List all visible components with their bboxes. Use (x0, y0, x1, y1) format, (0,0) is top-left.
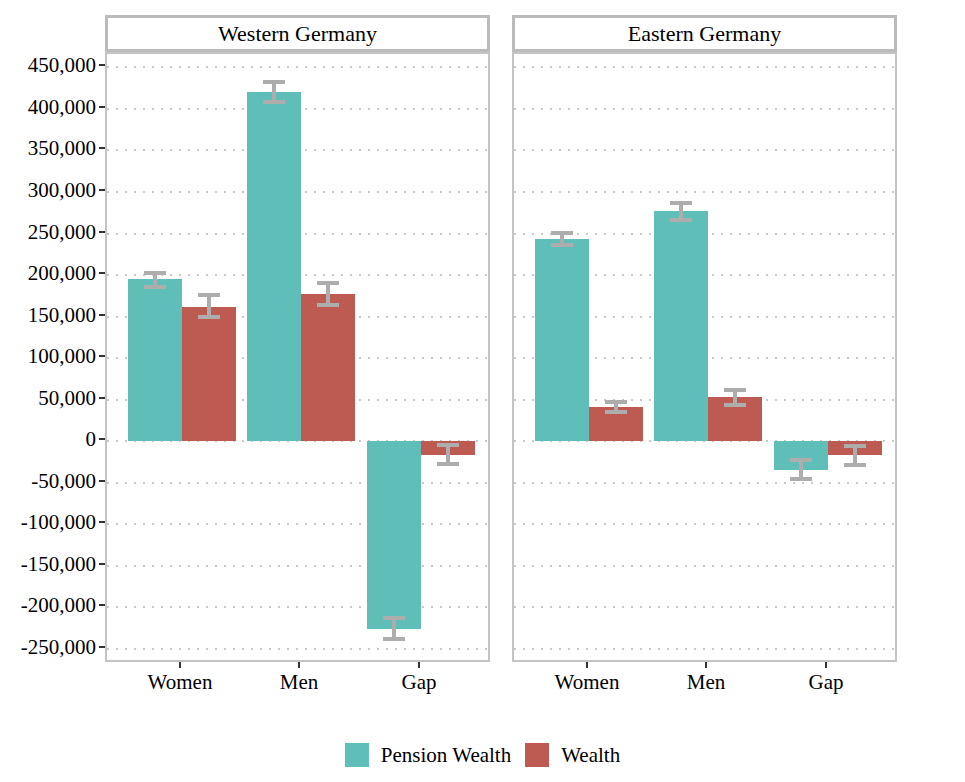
x-tick-mark (705, 662, 707, 668)
error-bar-line (326, 283, 330, 305)
error-bar-cap-bottom (605, 410, 627, 414)
error-bar-line (392, 618, 396, 639)
error-bar-cap-top (317, 281, 339, 285)
bar-pension_wealth-women (535, 239, 589, 441)
bar-pension_wealth-women (128, 279, 182, 441)
x-tick-label-gap: Gap (766, 669, 886, 695)
error-bar-cap-bottom (670, 218, 692, 222)
y-tick-label: -100,000 (8, 510, 96, 534)
x-tick-label-men: Men (239, 669, 359, 695)
legend-label-wealth: Wealth (561, 742, 620, 768)
y-tick-label: 250,000 (8, 220, 96, 244)
error-bar-cap-bottom (437, 462, 459, 466)
x-tick-mark (179, 662, 181, 668)
bar-pension_wealth-men (654, 211, 708, 441)
y-tick-label: 100,000 (8, 344, 96, 368)
error-bar-cap-top (437, 443, 459, 447)
panel-strip-west: Western Germany (105, 15, 490, 52)
chart-legend: Pension Wealth Wealth (0, 741, 965, 769)
gridline (107, 66, 488, 68)
gridline (514, 648, 895, 650)
y-tick-label: 150,000 (8, 303, 96, 327)
error-bar-cap-top (790, 458, 812, 462)
error-bar-cap-bottom (317, 303, 339, 307)
plot-panel-west (105, 52, 490, 662)
panel-title-west: Western Germany (218, 18, 377, 49)
gridline (107, 565, 488, 567)
gridline (514, 191, 895, 193)
error-bar-cap-bottom (383, 637, 405, 641)
error-bar-cap-top (724, 388, 746, 392)
gridline (107, 482, 488, 484)
error-bar-line (207, 295, 211, 317)
error-bar-line (272, 82, 276, 102)
error-bar-cap-top (383, 616, 405, 620)
x-tick-mark (825, 662, 827, 668)
y-tick-label: 450,000 (8, 53, 96, 77)
x-tick-label-gap: Gap (359, 669, 479, 695)
y-tick-label: 200,000 (8, 261, 96, 285)
gridline (514, 149, 895, 151)
x-tick-mark (586, 662, 588, 668)
gridline (514, 565, 895, 567)
y-tick-label: -50,000 (8, 469, 96, 493)
gridline (107, 606, 488, 608)
bar-wealth-men (301, 294, 355, 441)
error-bar-cap-top (670, 201, 692, 205)
error-bar-cap-top (551, 231, 573, 235)
legend-item-pension_wealth: Pension Wealth (345, 742, 511, 768)
y-tick-label: 0 (8, 427, 96, 451)
y-tick-label: 400,000 (8, 95, 96, 119)
gridline (107, 523, 488, 525)
bar-wealth-women (182, 307, 236, 441)
panel-strip-east: Eastern Germany (512, 15, 897, 52)
bar-pension_wealth-men (247, 92, 301, 441)
error-bar-cap-bottom (724, 403, 746, 407)
bar-pension_wealth-gap (367, 441, 421, 629)
x-tick-label-women: Women (527, 669, 647, 695)
legend-item-wealth: Wealth (525, 742, 620, 768)
error-bar-cap-top (844, 444, 866, 448)
error-bar-cap-top (263, 80, 285, 84)
error-bar-cap-bottom (263, 100, 285, 104)
plot-panel-east (512, 52, 897, 662)
panel-title-east: Eastern Germany (628, 18, 781, 49)
gridline (514, 606, 895, 608)
gridline (107, 648, 488, 650)
y-tick-label: 300,000 (8, 178, 96, 202)
error-bar-cap-top (144, 271, 166, 275)
y-tick-label: -150,000 (8, 552, 96, 576)
legend-swatch-pension_wealth (345, 743, 369, 767)
error-bar-cap-top (605, 400, 627, 404)
legend-label-pension_wealth: Pension Wealth (381, 742, 511, 768)
faceted-bar-chart: Pension Wealth Wealth 450,000 400,000 350,0… (0, 0, 965, 782)
x-tick-label-women: Women (120, 669, 240, 695)
x-tick-label-men: Men (646, 669, 766, 695)
gridline (514, 108, 895, 110)
gridline (514, 523, 895, 525)
gridline (514, 482, 895, 484)
y-tick-label: 350,000 (8, 136, 96, 160)
y-tick-label: -200,000 (8, 593, 96, 617)
error-bar-cap-bottom (198, 315, 220, 319)
y-tick-label: 50,000 (8, 386, 96, 410)
error-bar-cap-bottom (551, 243, 573, 247)
legend-swatch-wealth (525, 743, 549, 767)
error-bar-cap-bottom (144, 285, 166, 289)
x-tick-mark (298, 662, 300, 668)
error-bar-cap-top (198, 293, 220, 297)
error-bar-cap-bottom (790, 477, 812, 481)
x-tick-mark (418, 662, 420, 668)
gridline (514, 66, 895, 68)
y-tick-label: -250,000 (8, 635, 96, 659)
error-bar-cap-bottom (844, 463, 866, 467)
